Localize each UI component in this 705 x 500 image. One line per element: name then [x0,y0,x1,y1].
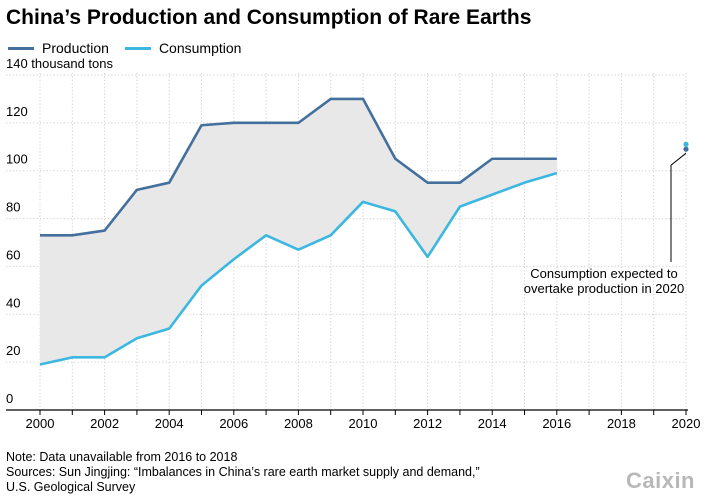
gap-fill-area [40,98,557,365]
x-tick-label-2006: 2006 [219,416,248,431]
series-line-production [40,97,557,237]
annotation-text-line-2: overtake production in 2020 [524,281,684,296]
x-tick-label-2008: 2008 [284,416,313,431]
chart-title: China’s Production and Consumption of Ra… [6,6,532,29]
x-tick-label-2012: 2012 [413,416,442,431]
caixin-logo: Caixin [625,468,695,493]
y-tick-label-80: 80 [6,200,20,215]
x-tick-label-2016: 2016 [542,416,571,431]
legend-label-consumption: Consumption [158,40,242,56]
y-tick-label-60: 60 [6,247,20,262]
series-line-consumption [39,171,558,366]
x-tick-label-2002: 2002 [90,416,119,431]
sources-text-1: Sources: Sun Jingjing: “Imbalances in Ch… [6,465,480,479]
legend: Production Consumption [8,40,257,56]
legend-item-consumption: Consumption [124,40,242,56]
axis-layer: 0 20 40 60 80 100 120 140 thousand tons 2000 2002… [6,56,700,431]
annotation-leader-line [670,152,687,262]
projection-point-production [683,146,689,152]
x-tick-label-2004: 2004 [155,416,184,431]
series-layer [39,97,689,366]
x-tick-label-2018: 2018 [607,416,636,431]
legend-item-production: Production [8,40,109,56]
x-tick-label-2014: 2014 [478,416,507,431]
sources-text-2: U.S. Geological Survey [6,480,136,494]
y-tick-label-140: 140 thousand tons [6,56,113,71]
y-tick-label-0: 0 [6,391,13,406]
note-text: Note: Data unavailable from 2016 to 2018 [6,450,238,464]
legend-swatch-consumption [124,46,151,50]
x-tick-label-2010: 2010 [349,416,378,431]
x-tick-label-2020: 2020 [672,416,701,431]
projection-point-consumption [683,141,689,147]
annotation-text-line-1: Consumption expected to [530,266,677,281]
y-tick-label-100: 100 [6,152,28,167]
fill-layer [40,98,557,365]
legend-swatch-production [8,46,34,50]
y-tick-label-40: 40 [6,295,20,310]
y-tick-label-120: 120 [6,104,28,119]
footnote: Note: Data unavailable from 2016 to 2018… [6,450,480,495]
x-tick-label-2000: 2000 [26,416,55,431]
y-tick-label-20: 20 [6,343,20,358]
legend-label-production: Production [42,40,109,56]
